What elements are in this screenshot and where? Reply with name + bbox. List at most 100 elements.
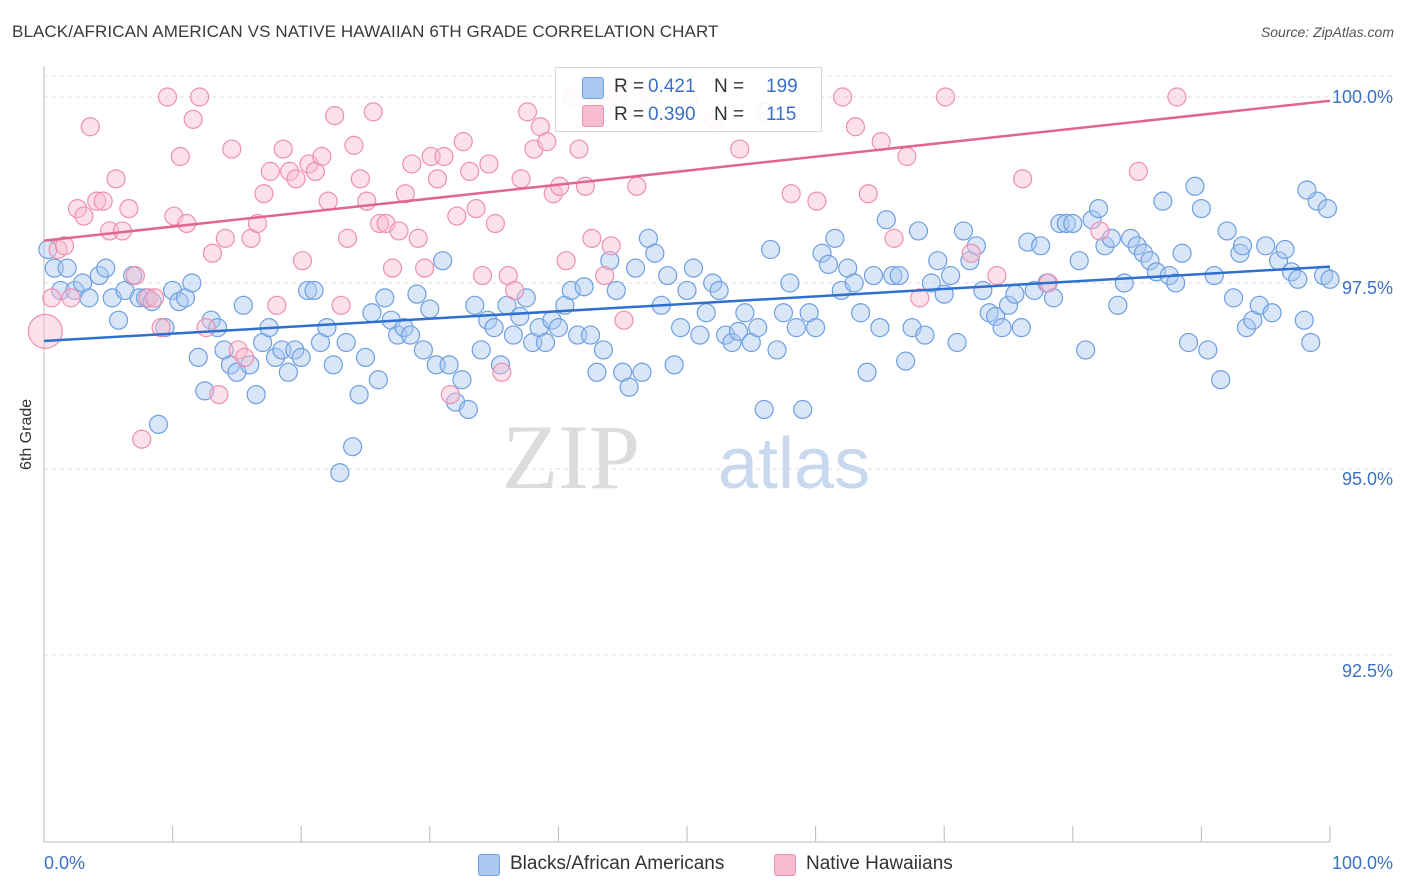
n-value: 199 — [766, 76, 798, 97]
data-point-hawaiians — [350, 169, 370, 189]
data-point-blacks — [863, 265, 884, 286]
data-point-blacks — [490, 355, 511, 375]
data-point-blacks — [336, 332, 356, 353]
data-point-blacks — [362, 303, 382, 323]
data-point-blacks — [1256, 236, 1276, 256]
data-point-blacks — [1088, 199, 1109, 219]
data-point-blacks — [394, 318, 414, 338]
data-point-blacks — [148, 414, 169, 434]
stats-legend: R = 0.421 N = 199 R = 0.390 N = 115 — [555, 67, 822, 132]
data-point-blacks — [818, 254, 839, 274]
data-point-blacks — [896, 351, 916, 371]
data-point-blacks — [1232, 236, 1253, 256]
data-point-blacks — [439, 355, 459, 375]
data-point-hawaiians — [614, 310, 634, 330]
data-points — [27, 87, 1340, 483]
data-point-blacks — [773, 303, 794, 323]
data-point-hawaiians — [408, 228, 428, 248]
data-point-hawaiians — [434, 146, 454, 167]
data-point-hawaiians — [222, 139, 242, 159]
data-point-hawaiians — [807, 191, 827, 211]
trend-line-blacks — [43, 265, 1331, 343]
y-tick-label: 92.5% — [1341, 661, 1393, 681]
data-point-blacks — [561, 280, 581, 301]
data-point-blacks — [471, 340, 491, 360]
data-point-hawaiians — [833, 87, 853, 107]
data-point-hawaiians — [1013, 169, 1033, 189]
data-point-blacks — [1005, 284, 1025, 304]
data-point-hawaiians — [54, 236, 75, 256]
data-point-blacks — [1043, 288, 1064, 308]
data-point-blacks — [458, 399, 478, 420]
data-point-blacks — [1133, 243, 1154, 263]
data-point-hawaiians — [61, 288, 81, 308]
data-point-blacks — [355, 347, 376, 367]
data-point-hawaiians — [415, 258, 435, 278]
data-point-blacks — [915, 325, 935, 345]
data-point-blacks — [108, 310, 129, 330]
data-point-hawaiians — [235, 347, 255, 367]
data-point-blacks — [1114, 273, 1134, 293]
trend-line-hawaiians — [43, 99, 1331, 242]
watermark-atlas: atlas — [718, 424, 870, 504]
data-point-blacks — [908, 221, 929, 241]
data-point-hawaiians — [897, 146, 917, 167]
legend-row-hawaiians: R = 0.390 N = 115 — [556, 101, 821, 129]
data-point-blacks — [748, 318, 768, 338]
data-point-blacks — [278, 362, 298, 382]
data-point-hawaiians — [601, 236, 621, 256]
data-point-blacks — [986, 306, 1006, 327]
data-point-hawaiians — [935, 87, 956, 107]
data-point-blacks — [1056, 213, 1076, 234]
data-point-blacks — [1011, 318, 1031, 338]
data-point-blacks — [188, 347, 208, 367]
data-point-hawaiians — [389, 221, 409, 241]
data-point-hawaiians — [119, 199, 139, 219]
data-point-hawaiians — [395, 184, 415, 204]
data-point-blacks — [1082, 210, 1102, 230]
data-point-blacks — [825, 228, 845, 248]
data-point-blacks — [767, 340, 787, 360]
data-point-blacks — [1294, 310, 1314, 330]
data-point-blacks — [600, 251, 620, 271]
y-axis-label: 6th Grade — [18, 398, 35, 470]
data-point-blacks — [619, 377, 639, 397]
data-point-hawaiians — [254, 184, 274, 204]
data-point-blacks — [625, 258, 646, 278]
data-point-hawaiians — [42, 288, 62, 308]
data-point-hawaiians — [910, 288, 930, 308]
data-point-blacks — [703, 273, 723, 293]
data-point-blacks — [1204, 265, 1224, 286]
data-point-hawaiians — [1128, 161, 1148, 181]
data-point-blacks — [265, 347, 286, 367]
data-point-blacks — [754, 399, 774, 420]
data-point-hawaiians — [382, 258, 403, 278]
data-point-blacks — [349, 385, 369, 405]
data-point-blacks — [323, 355, 343, 375]
data-point-blacks — [889, 265, 909, 286]
legend-swatch-pink — [582, 105, 604, 127]
data-point-hawaiians — [273, 139, 293, 159]
data-point-blacks — [246, 385, 266, 405]
data-point-hawaiians — [286, 169, 306, 189]
data-point-blacks — [1262, 303, 1282, 323]
data-point-blacks — [413, 340, 433, 360]
data-point-hawaiians — [74, 206, 94, 226]
data-point-hawaiians — [318, 191, 338, 211]
data-point-blacks — [285, 340, 305, 360]
data-point-blacks — [452, 370, 472, 390]
data-point-hawaiians — [215, 228, 235, 248]
data-point-blacks — [343, 437, 363, 457]
data-point-hawaiians — [267, 295, 287, 315]
data-point-hawaiians — [492, 362, 512, 382]
data-point-blacks — [1230, 243, 1250, 263]
trend-lines — [43, 99, 1331, 343]
data-point-hawaiians — [138, 288, 158, 308]
data-point-blacks — [1281, 262, 1302, 282]
data-point-blacks — [516, 288, 536, 308]
data-point-blacks — [420, 299, 440, 319]
watermark: ZIP atlas — [502, 406, 870, 508]
n-label: N = — [714, 104, 745, 125]
data-point-blacks — [1211, 370, 1231, 390]
y-tick-label: 97.5% — [1341, 278, 1393, 298]
